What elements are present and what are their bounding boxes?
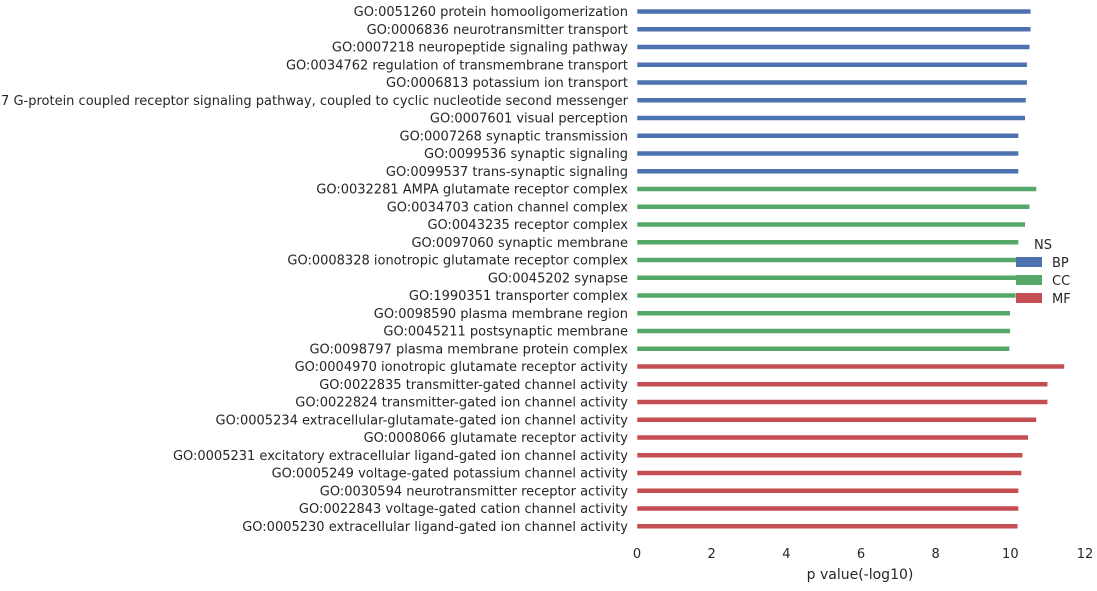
category-label: GO:0051260 protein homooligomerization xyxy=(354,5,628,20)
bar-mf xyxy=(636,434,1029,441)
bar-cc xyxy=(636,221,1026,228)
bar-bp xyxy=(636,133,1019,139)
category-label: GO:0008328 ionotropic glutamate receptor… xyxy=(287,254,628,269)
category-label: GO:0005230 extracellular ligand-gated io… xyxy=(242,520,628,535)
category-label: GO:0099536 synaptic signaling xyxy=(424,147,628,162)
bar-cc xyxy=(636,239,1019,245)
bar-cc xyxy=(636,292,1017,299)
bar-bp xyxy=(636,115,1026,121)
x-ticks-layer: 0 2 4 6 8 10 12 xyxy=(633,547,1093,562)
category-label: GO:0007601 visual perception xyxy=(430,112,628,127)
legend-label-mf: MF xyxy=(1052,292,1071,307)
category-label: GO:0008066 glutamate receptor activity xyxy=(364,431,629,446)
category-label: GO:0004970 ionotropic glutamate receptor… xyxy=(295,360,629,375)
bar-mf xyxy=(636,452,1023,458)
bar-cc xyxy=(636,346,1010,352)
bars-layer xyxy=(636,8,1065,529)
category-label: GO:0022824 transmitter-gated ion channel… xyxy=(295,396,628,411)
category-label: GO:0098797 plasma membrane protein compl… xyxy=(309,342,628,357)
category-label: GO:0043235 receptor complex xyxy=(427,218,628,233)
x-tick-label: 6 xyxy=(857,547,865,562)
category-labels-layer: GO:0051260 protein homooligomerization GO… xyxy=(0,5,629,535)
category-label: GO:0005231 excitatory extracellular liga… xyxy=(173,449,628,464)
bar-bp xyxy=(636,62,1028,68)
bar-cc xyxy=(636,310,1011,316)
bar-mf xyxy=(636,363,1065,370)
category-label: GO:0030594 neurotransmitter receptor act… xyxy=(320,484,629,499)
x-tick-label: 4 xyxy=(782,547,790,562)
x-tick-label: 2 xyxy=(708,547,716,562)
bar-mf xyxy=(636,399,1048,405)
category-label: GO:0097060 synaptic membrane xyxy=(411,236,628,251)
x-tick-label: 10 xyxy=(1002,547,1019,562)
category-label: GO:0032281 AMPA glutamate receptor compl… xyxy=(316,183,628,198)
category-label: GO:0098590 plasma membrane region xyxy=(374,307,628,322)
legend-swatch-bp xyxy=(1016,257,1042,267)
bar-mf xyxy=(636,470,1022,476)
category-label: GO:1990351 transporter complex xyxy=(409,289,628,304)
legend-label-bp: BP xyxy=(1052,256,1069,271)
bar-mf xyxy=(636,523,1019,529)
category-label: GO:0007218 neuropeptide signaling pathwa… xyxy=(332,41,628,56)
bar-cc xyxy=(636,275,1018,281)
bar-mf xyxy=(636,417,1037,423)
bar-bp xyxy=(636,8,1032,15)
bar-bp xyxy=(636,79,1028,86)
category-label: GO:0022835 transmitter-gated channel act… xyxy=(319,378,628,393)
bar-cc xyxy=(636,328,1011,334)
bar-cc xyxy=(636,257,1019,263)
category-label: GO:0007187 G-protein coupled receptor si… xyxy=(0,94,629,109)
bar-bp xyxy=(636,150,1019,157)
bar-bp xyxy=(636,97,1027,103)
legend-swatch-cc xyxy=(1016,275,1042,285)
category-label: GO:0099537 trans-synaptic signaling xyxy=(386,165,628,180)
category-label: GO:0005234 extracellular-glutamate-gated… xyxy=(216,413,629,428)
category-label: GO:0034703 cation channel complex xyxy=(387,200,629,215)
bar-cc xyxy=(636,204,1030,210)
category-label: GO:0006813 potassium ion transport xyxy=(386,76,628,91)
category-label: GO:0007268 synaptic transmission xyxy=(400,129,628,144)
x-tick-label: 8 xyxy=(932,547,940,562)
legend-title: NS xyxy=(1034,238,1052,253)
x-tick-label: 12 xyxy=(1077,547,1094,562)
bar-mf xyxy=(636,505,1019,512)
category-label: GO:0005249 voltage-gated potassium chann… xyxy=(272,467,629,482)
legend-swatch-mf xyxy=(1016,293,1042,303)
category-label: GO:0006836 neurotransmitter transport xyxy=(367,23,628,38)
x-axis-label: p value(-log10) xyxy=(807,567,914,583)
legend-label-cc: CC xyxy=(1052,274,1070,289)
bar-cc xyxy=(636,186,1037,192)
x-tick-label: 0 xyxy=(633,547,641,562)
bar-bp xyxy=(636,168,1019,174)
category-label: GO:0045211 postsynaptic membrane xyxy=(383,325,628,340)
bar-bp xyxy=(636,44,1030,50)
category-label: GO:0034762 regulation of transmembrane t… xyxy=(286,58,628,73)
bar-mf xyxy=(636,381,1048,387)
bar-mf xyxy=(636,488,1019,494)
category-label: GO:0045202 synapse xyxy=(488,271,628,286)
category-label: GO:0022843 voltage-gated cation channel … xyxy=(299,502,628,517)
bar-bp xyxy=(636,26,1032,32)
